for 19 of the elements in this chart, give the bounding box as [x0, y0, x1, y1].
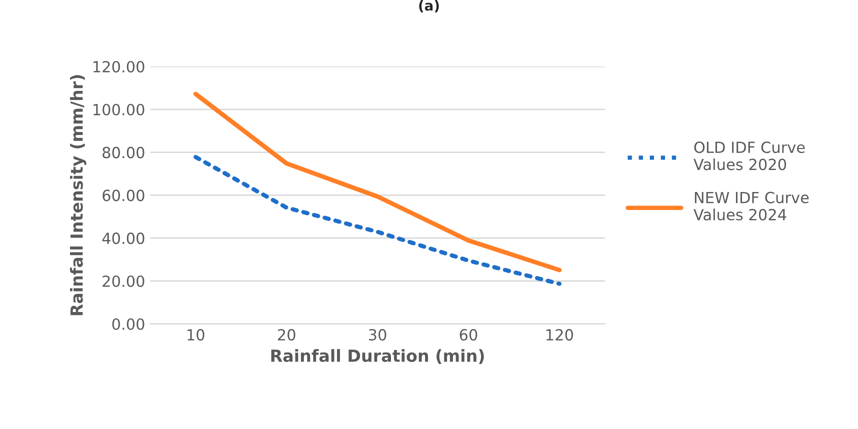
y-tick-label: 40.00: [102, 232, 144, 244]
x-axis-title: Rainfall Duration (min): [271, 349, 484, 364]
legend-label: OLD IDF Curve Values 2020: [694, 142, 805, 170]
y-tick-label: 100.00: [94, 104, 144, 116]
line-series: [194, 154, 562, 286]
y-tick-label: 120.00: [94, 60, 144, 73]
chart-title: (a): [419, 0, 439, 12]
y-tick-label: 0.00: [112, 318, 144, 330]
x-tick-label: 60: [460, 329, 478, 341]
x-tick-label: 20: [278, 329, 296, 341]
legend-label: NEW IDF Curve Values 2024: [694, 192, 809, 220]
y-tick-label: 60.00: [102, 190, 144, 202]
x-tick-label: 120: [546, 329, 573, 341]
line-series: [193, 92, 562, 272]
y-tick-label: 80.00: [102, 146, 144, 158]
x-tick-label: 30: [368, 329, 386, 341]
y-axis-title: Rainfall Intensity (mm/hr): [70, 75, 86, 316]
x-tick-label: 10: [188, 329, 204, 341]
y-tick-label: 20.00: [102, 275, 144, 288]
